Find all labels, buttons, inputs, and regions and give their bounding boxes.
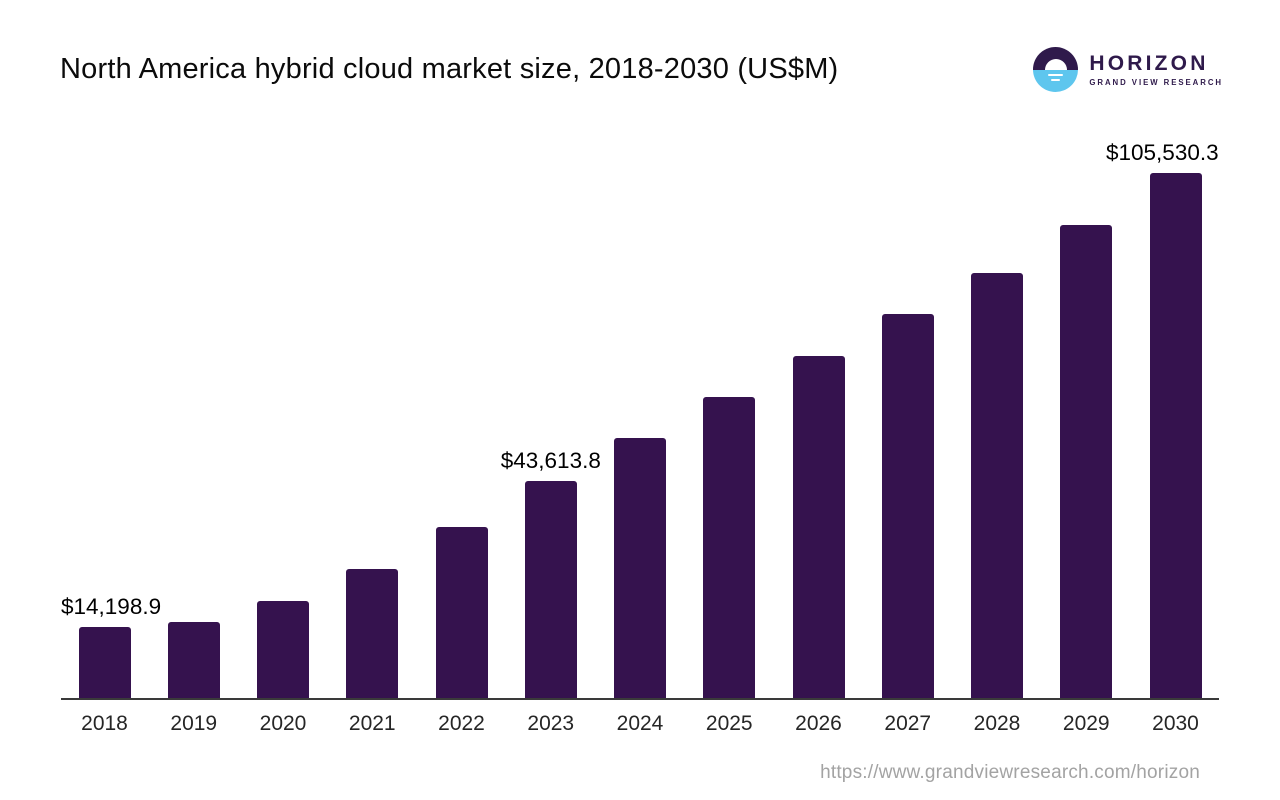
x-tick-label-2026: 2026: [795, 712, 842, 735]
bar-2025: [703, 397, 756, 698]
bar-2019: [167, 621, 220, 698]
data-label-2018: $14,198.9: [61, 594, 162, 620]
x-tick-label-2025: 2025: [705, 712, 753, 735]
logo-sky-half: [1033, 47, 1079, 70]
bar-2020: [257, 600, 309, 698]
x-tick-label-2018: 2018: [81, 712, 128, 735]
data-label-2030: $105,530.3: [1106, 140, 1219, 165]
x-tick-label-2030: 2030: [1152, 712, 1199, 735]
data-label-2023: $43,613.8: [500, 448, 601, 474]
x-tick-label-2020: 2020: [259, 712, 307, 735]
bar-2028: [971, 272, 1023, 698]
chart-title: North America hybrid cloud market size, …: [60, 53, 839, 85]
horizon-sunset-icon: [1033, 47, 1079, 92]
brand-logo: HORIZON GRAND VIEW RESEARCH: [1033, 47, 1223, 92]
logo-sun-dome: [1044, 58, 1067, 70]
brand-name: HORIZON: [1089, 51, 1209, 75]
logo-reflection-line: [1051, 78, 1061, 82]
x-axis-line: [61, 698, 1219, 700]
bar-chart: 2018 $14,198.9 2019 2020 2021 2022 2023 $43,613…: [61, 140, 1219, 735]
x-tick-label-2027: 2027: [884, 712, 932, 735]
bar-2030: [1149, 173, 1202, 698]
bar-2022: [435, 527, 488, 698]
x-tick-label-2023: 2023: [527, 712, 575, 735]
bar-2021: [346, 568, 399, 698]
brand-subtitle: GRAND VIEW RESEARCH: [1089, 77, 1223, 87]
bar-2027: [881, 314, 934, 698]
x-tick-label-2028: 2028: [973, 712, 1021, 735]
x-tick-label-2029: 2029: [1062, 712, 1110, 735]
x-tick-label-2024: 2024: [616, 712, 664, 735]
x-tick-label-2021: 2021: [348, 712, 396, 735]
bar-2018: [78, 627, 131, 698]
bar-2024: [614, 438, 666, 698]
x-tick-label-2022: 2022: [438, 712, 485, 735]
x-tick-label-2019: 2019: [170, 712, 218, 735]
logo-text-block: HORIZON GRAND VIEW RESEARCH: [1089, 51, 1223, 87]
source-url: https://www.grandviewresearch.com/horizo…: [820, 762, 1200, 783]
bar-2023: [524, 481, 577, 698]
logo-reflection-line: [1048, 73, 1064, 77]
bar-2026: [792, 356, 845, 698]
bar-2029: [1060, 225, 1113, 698]
